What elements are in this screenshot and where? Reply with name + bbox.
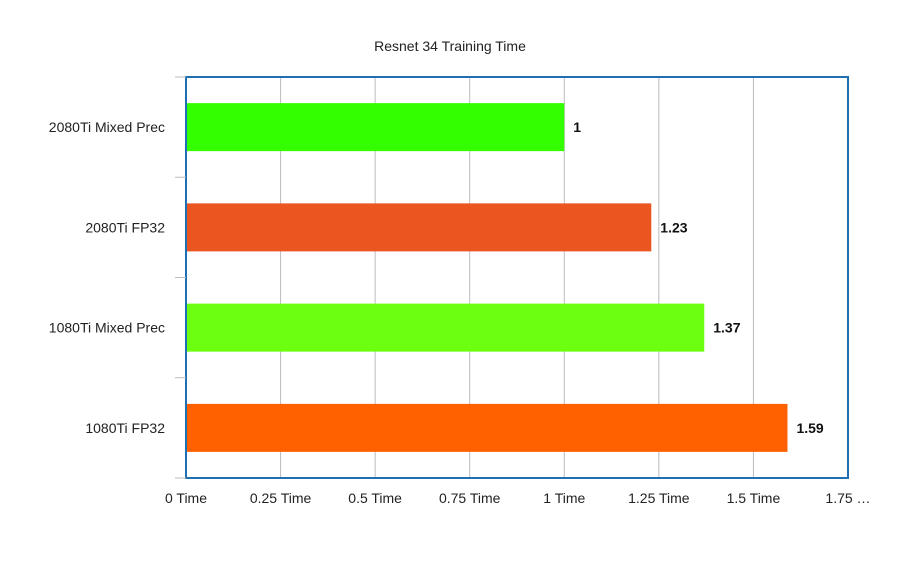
chart-title: Resnet 34 Training Time	[374, 38, 526, 54]
bar	[186, 403, 788, 452]
x-tick-label: 1 Time	[543, 490, 585, 506]
bars	[186, 103, 788, 452]
category-label: 1080Ti FP32	[85, 420, 165, 436]
category-label: 2080Ti Mixed Prec	[49, 119, 165, 135]
bar	[186, 303, 705, 352]
data-label: 1.59	[796, 420, 823, 436]
data-label: 1	[573, 119, 581, 135]
data-label: 1.23	[660, 219, 687, 235]
category-label: 2080Ti FP32	[85, 219, 165, 235]
category-labels: 2080Ti Mixed Prec 2080Ti FP32 1080Ti Mixed…	[49, 119, 165, 436]
x-tick-label: 1.75 …	[825, 490, 870, 506]
x-tick-label: 0.5 Time	[348, 490, 402, 506]
axes	[175, 76, 849, 479]
bar	[186, 103, 565, 152]
x-tick-label: 0.75 Time	[439, 490, 501, 506]
x-tick-label: 1.25 Time	[628, 490, 690, 506]
x-tick-label: 0.25 Time	[250, 490, 312, 506]
data-labels: 1 1.23 1.37 1.59	[573, 119, 824, 436]
x-tick-label: 1.5 Time	[727, 490, 781, 506]
tick-labels: 0 Time 0.25 Time 0.5 Time 0.75 Time 1 Time 1.…	[165, 490, 871, 506]
bar	[186, 203, 652, 252]
x-tick-label: 0 Time	[165, 490, 207, 506]
data-label: 1.37	[713, 320, 740, 336]
category-label: 1080Ti Mixed Prec	[49, 320, 165, 336]
